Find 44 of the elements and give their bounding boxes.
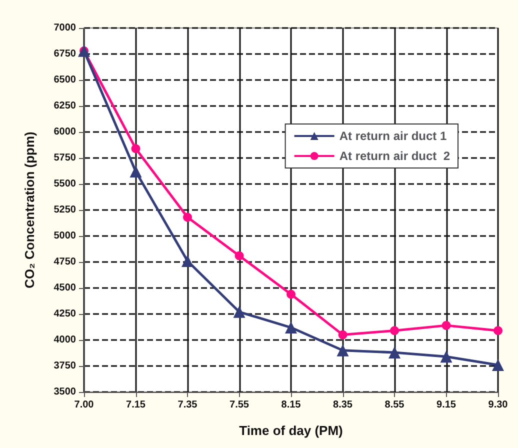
y-tick-label: 5250 xyxy=(54,204,76,216)
point xyxy=(131,144,140,154)
point xyxy=(233,306,246,318)
point xyxy=(492,358,504,371)
x-tick-label: 7.00 xyxy=(74,400,94,410)
y-tick-label: 5750 xyxy=(54,152,76,164)
y-tick-label: 4250 xyxy=(54,308,76,320)
y-tick-label: 6500 xyxy=(54,74,76,86)
x-tick-label: 8.55 xyxy=(384,400,405,410)
y-tick-label: 4000 xyxy=(54,334,76,346)
point xyxy=(442,320,451,330)
legend-label: At return air duct 2 xyxy=(339,149,450,163)
y-tick-label: 5000 xyxy=(54,230,76,242)
point xyxy=(338,330,348,340)
point xyxy=(130,166,142,178)
y-tick-label: 7000 xyxy=(54,22,76,34)
y-tick-label: 3750 xyxy=(54,360,76,372)
y-tick-label: 4500 xyxy=(54,282,76,294)
point xyxy=(182,254,194,267)
y-tick-label: 4750 xyxy=(54,256,76,268)
y-tick-label: 6000 xyxy=(54,126,76,138)
x-tick-label: 9.30 xyxy=(488,400,508,410)
y-tick-label: 6750 xyxy=(54,48,76,60)
x-tick-label: 7.35 xyxy=(178,400,198,410)
x-tick-label: 9.15 xyxy=(436,400,456,410)
point xyxy=(336,344,349,356)
point xyxy=(440,350,452,363)
x-tick-label: 7.55 xyxy=(230,400,250,410)
y-tick-label: 5500 xyxy=(54,178,76,190)
y-axis-title: CO₂ Concentration (ppm) xyxy=(22,132,37,288)
y-tick-label: 3500 xyxy=(54,386,76,398)
point xyxy=(285,322,297,334)
point xyxy=(388,346,400,358)
legend-label: At return air duct 1 xyxy=(339,129,447,143)
x-tick-label: 8.35 xyxy=(333,400,353,410)
x-axis-title: Time of day (PM) xyxy=(239,423,343,438)
point xyxy=(390,326,399,336)
x-tick-label: 7.15 xyxy=(126,400,146,410)
point xyxy=(183,212,192,222)
point xyxy=(234,251,244,260)
point xyxy=(494,326,502,336)
x-tick-label: 8.15 xyxy=(281,400,302,410)
y-tick-label: 6250 xyxy=(54,100,76,112)
point xyxy=(286,290,296,299)
